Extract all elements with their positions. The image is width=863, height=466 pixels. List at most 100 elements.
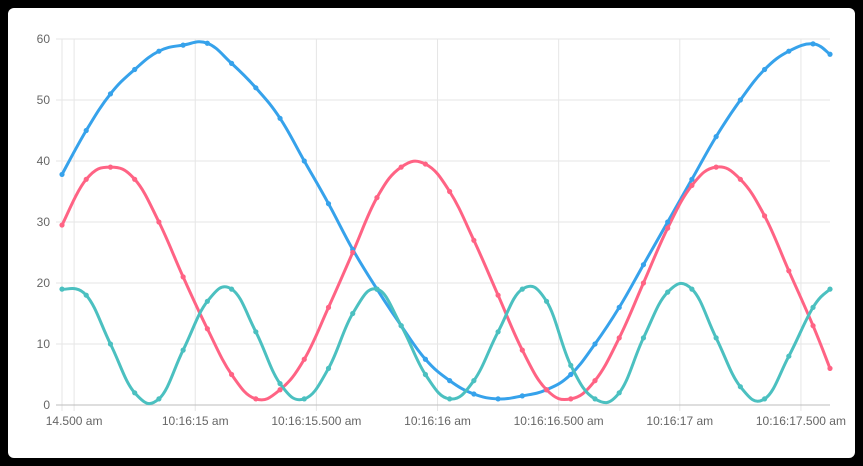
data-point[interactable] <box>471 237 477 243</box>
data-point[interactable] <box>253 85 259 91</box>
data-point[interactable] <box>180 347 186 353</box>
data-point[interactable] <box>761 213 768 219</box>
data-point[interactable] <box>810 323 816 329</box>
data-point[interactable] <box>827 286 833 292</box>
data-point[interactable] <box>156 219 162 225</box>
data-point[interactable] <box>592 378 598 384</box>
data-point[interactable] <box>107 164 114 170</box>
data-point[interactable] <box>204 40 210 46</box>
data-point[interactable] <box>810 41 816 47</box>
data-point[interactable] <box>616 304 622 310</box>
data-point[interactable] <box>713 335 719 341</box>
data-point[interactable] <box>228 371 235 378</box>
data-point[interactable] <box>228 60 235 66</box>
data-point[interactable] <box>665 225 671 231</box>
data-point[interactable] <box>277 115 283 121</box>
data-point[interactable] <box>665 219 671 225</box>
data-point[interactable] <box>471 378 477 384</box>
data-point[interactable] <box>374 286 380 292</box>
data-point[interactable] <box>132 390 138 396</box>
data-point[interactable] <box>737 176 743 182</box>
data-point[interactable] <box>810 304 816 310</box>
data-point[interactable] <box>277 381 283 387</box>
data-point[interactable] <box>519 286 525 292</box>
data-point[interactable] <box>180 274 186 280</box>
data-point[interactable] <box>761 396 768 402</box>
data-point[interactable] <box>471 391 477 397</box>
data-point[interactable] <box>592 341 598 347</box>
data-point[interactable] <box>640 262 647 268</box>
data-point[interactable] <box>107 341 114 347</box>
data-point[interactable] <box>83 292 89 298</box>
data-point[interactable] <box>543 298 550 304</box>
data-point[interactable] <box>786 268 792 274</box>
data-point[interactable] <box>616 390 622 396</box>
data-point[interactable] <box>325 365 332 371</box>
data-point[interactable] <box>495 396 501 402</box>
data-point[interactable] <box>83 127 89 134</box>
data-point[interactable] <box>59 222 65 228</box>
data-point[interactable] <box>253 396 259 402</box>
data-point[interactable] <box>350 310 356 317</box>
data-point[interactable] <box>568 362 574 368</box>
data-point[interactable] <box>325 304 332 310</box>
data-point[interactable] <box>786 48 792 54</box>
data-point[interactable] <box>689 176 695 182</box>
data-point[interactable] <box>519 393 525 399</box>
x-tick-label: 10:16:16 am <box>404 414 471 428</box>
data-point[interactable] <box>107 91 114 97</box>
data-point[interactable] <box>374 195 380 201</box>
data-point[interactable] <box>761 66 768 73</box>
data-point[interactable] <box>689 286 695 292</box>
data-point[interactable] <box>132 66 138 73</box>
data-point[interactable] <box>59 286 65 292</box>
data-point[interactable] <box>325 201 332 207</box>
y-tick-label: 0 <box>43 398 50 412</box>
data-point[interactable] <box>132 176 138 182</box>
y-tick-label: 10 <box>37 337 51 351</box>
data-point[interactable] <box>301 396 307 402</box>
data-point[interactable] <box>156 396 162 402</box>
data-point[interactable] <box>737 384 743 390</box>
data-point[interactable] <box>827 365 833 371</box>
data-point[interactable] <box>422 356 429 362</box>
data-point[interactable] <box>398 164 404 170</box>
data-point[interactable] <box>180 42 186 48</box>
data-point[interactable] <box>350 249 356 256</box>
data-point[interactable] <box>253 329 259 335</box>
data-point[interactable] <box>301 356 307 362</box>
data-point[interactable] <box>447 378 453 384</box>
data-point[interactable] <box>422 371 429 378</box>
data-point[interactable] <box>616 335 622 341</box>
data-point[interactable] <box>827 51 833 57</box>
y-tick-label: 50 <box>37 93 51 107</box>
data-point[interactable] <box>495 292 501 298</box>
data-point[interactable] <box>786 353 792 359</box>
data-point[interactable] <box>422 161 429 167</box>
data-point[interactable] <box>568 371 574 378</box>
data-point[interactable] <box>713 134 719 140</box>
data-point[interactable] <box>592 396 598 402</box>
data-point[interactable] <box>713 164 719 170</box>
data-point[interactable] <box>59 171 65 178</box>
data-point[interactable] <box>640 335 647 341</box>
data-point[interactable] <box>543 387 550 393</box>
data-point[interactable] <box>204 298 210 304</box>
data-point[interactable] <box>277 387 283 393</box>
data-point[interactable] <box>495 329 501 335</box>
data-point[interactable] <box>519 347 525 353</box>
data-point[interactable] <box>83 176 89 182</box>
data-point[interactable] <box>447 188 453 195</box>
data-point[interactable] <box>689 182 695 188</box>
data-point[interactable] <box>447 396 453 402</box>
data-point[interactable] <box>640 280 647 286</box>
data-point[interactable] <box>156 48 162 54</box>
data-point[interactable] <box>398 323 404 329</box>
data-point[interactable] <box>737 97 743 103</box>
data-point[interactable] <box>665 289 671 295</box>
data-point[interactable] <box>301 158 307 164</box>
data-point[interactable] <box>204 326 210 332</box>
x-axis: 14.500 am 10:16:15 am 10:16:15.500 am 10:16… <box>46 404 846 428</box>
data-point[interactable] <box>228 286 235 292</box>
data-point[interactable] <box>568 396 574 402</box>
